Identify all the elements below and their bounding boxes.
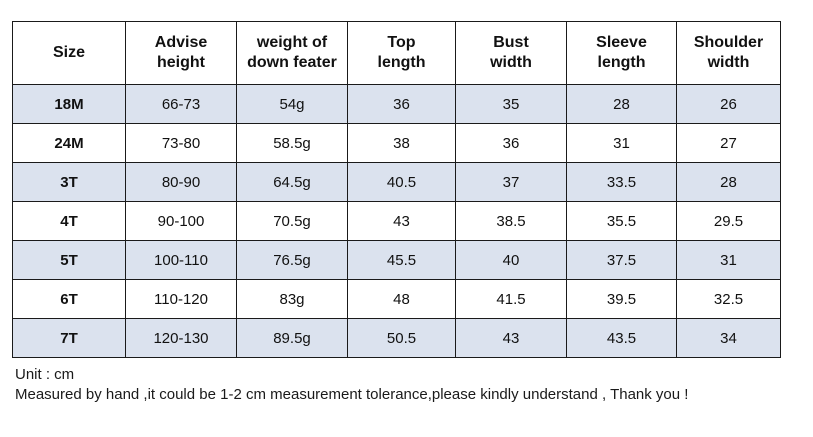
sleeve-length-cell: 39.5 (566, 279, 677, 319)
sleeve-length-cell: 33.5 (566, 162, 677, 202)
table-body: 18M 66-73 54g 36 35 28 26 24M 73-80 58.5… (12, 84, 781, 358)
down-weight-cell: 64.5g (236, 162, 348, 202)
bust-width-cell: 38.5 (455, 201, 567, 241)
size-cell: 24M (12, 123, 126, 163)
table-row: 24M 73-80 58.5g 38 36 31 27 (12, 123, 781, 163)
advise-height-cell: 110-120 (125, 279, 237, 319)
bust-width-cell: 40 (455, 240, 567, 280)
shoulder-width-cell: 32.5 (676, 279, 781, 319)
size-cell: 3T (12, 162, 126, 202)
header-advise-height: Advise height (125, 21, 237, 85)
sleeve-length-cell: 37.5 (566, 240, 677, 280)
down-weight-cell: 89.5g (236, 318, 348, 358)
down-weight-cell: 76.5g (236, 240, 348, 280)
top-length-cell: 48 (347, 279, 456, 319)
top-length-cell: 45.5 (347, 240, 456, 280)
advise-height-cell: 80-90 (125, 162, 237, 202)
header-bust-width: Bust width (455, 21, 567, 85)
header-bust-width-line-2: width (490, 54, 532, 71)
header-sleeve-length-line-2: length (597, 54, 646, 71)
size-chart-table: Size Advise height weight of down feater T… (12, 21, 781, 358)
down-weight-cell: 58.5g (236, 123, 348, 163)
sleeve-length-cell: 31 (566, 123, 677, 163)
header-size-line-1: Size (52, 44, 85, 61)
shoulder-width-cell: 29.5 (676, 201, 781, 241)
header-row: Size Advise height weight of down feater T… (12, 21, 781, 85)
table-row: 6T 110-120 83g 48 41.5 39.5 32.5 (12, 279, 781, 319)
header-down-weight-line-1: weight of (256, 34, 328, 51)
table-row: 18M 66-73 54g 36 35 28 26 (12, 84, 781, 124)
size-cell: 4T (12, 201, 126, 241)
header-shoulder-width-line-2: width (707, 54, 750, 71)
bust-width-cell: 41.5 (455, 279, 567, 319)
down-weight-cell: 54g (236, 84, 348, 124)
header-advise-height-line-1: Advise (154, 34, 208, 51)
table-row: 5T 100-110 76.5g 45.5 40 37.5 31 (12, 240, 781, 280)
header-top-length-line-1: Top (387, 34, 416, 51)
sleeve-length-cell: 28 (566, 84, 677, 124)
shoulder-width-cell: 31 (676, 240, 781, 280)
table-row: 3T 80-90 64.5g 40.5 37 33.5 28 (12, 162, 781, 202)
table-header: Size Advise height weight of down feater T… (12, 21, 781, 85)
size-cell: 18M (12, 84, 126, 124)
advise-height-cell: 120-130 (125, 318, 237, 358)
unit-note: Unit : cm (15, 366, 75, 383)
advise-height-cell: 66-73 (125, 84, 237, 124)
top-length-cell: 43 (347, 201, 456, 241)
shoulder-width-cell: 27 (676, 123, 781, 163)
down-weight-cell: 83g (236, 279, 348, 319)
size-cell: 5T (12, 240, 126, 280)
header-shoulder-width-line-1: Shoulder (693, 34, 764, 51)
size-cell: 7T (12, 318, 126, 358)
header-sleeve-length-line-1: Sleeve (596, 34, 647, 51)
advise-height-cell: 100-110 (125, 240, 237, 280)
top-length-cell: 40.5 (347, 162, 456, 202)
table-row: 7T 120-130 89.5g 50.5 43 43.5 34 (12, 318, 781, 358)
header-shoulder-width: Shoulder width (676, 21, 781, 85)
header-bust-width-line-1: Bust (493, 34, 529, 51)
top-length-cell: 38 (347, 123, 456, 163)
advise-height-cell: 73-80 (125, 123, 237, 163)
header-down-weight: weight of down feater (236, 21, 348, 85)
bust-width-cell: 35 (455, 84, 567, 124)
header-advise-height-line-2: height (157, 54, 205, 71)
header-top-length: Top length (347, 21, 456, 85)
sleeve-length-cell: 35.5 (566, 201, 677, 241)
advise-height-cell: 90-100 (125, 201, 237, 241)
header-sleeve-length: Sleeve length (566, 21, 677, 85)
bust-width-cell: 43 (455, 318, 567, 358)
shoulder-width-cell: 26 (676, 84, 781, 124)
measurement-tolerance-note: Measured by hand ,it could be 1-2 cm mea… (15, 386, 689, 403)
top-length-cell: 36 (347, 84, 456, 124)
header-top-length-line-2: length (377, 54, 426, 71)
shoulder-width-cell: 34 (676, 318, 781, 358)
sleeve-length-cell: 43.5 (566, 318, 677, 358)
header-down-weight-line-2: down feater (247, 54, 337, 71)
bust-width-cell: 36 (455, 123, 567, 163)
size-cell: 6T (12, 279, 126, 319)
bust-width-cell: 37 (455, 162, 567, 202)
header-size: Size (12, 21, 126, 85)
down-weight-cell: 70.5g (236, 201, 348, 241)
top-length-cell: 50.5 (347, 318, 456, 358)
shoulder-width-cell: 28 (676, 162, 781, 202)
table-row: 4T 90-100 70.5g 43 38.5 35.5 29.5 (12, 201, 781, 241)
